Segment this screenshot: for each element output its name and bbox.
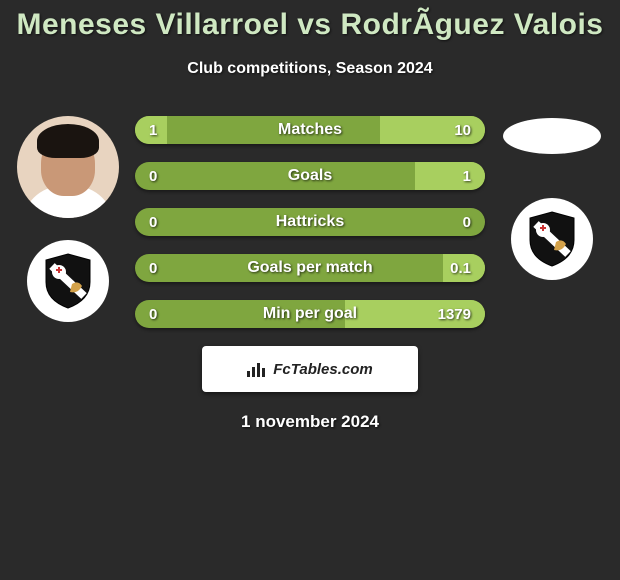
stat-value-right: 1 [463, 168, 471, 185]
right-player-column [492, 116, 612, 280]
stat-row-gpm: 0 Goals per match 0.1 [135, 254, 485, 282]
stat-row-hattricks: 0 Hattricks 0 [135, 208, 485, 236]
footer-brand-box: FcTables.com [202, 346, 418, 392]
player2-avatar [503, 118, 601, 154]
footer-site-label: FcTables.com [273, 361, 372, 378]
stat-value-left: 1 [149, 122, 157, 139]
comparison-area: 1 Matches 10 0 Goals 1 0 Hattricks 0 0 G… [0, 116, 620, 328]
footer-date: 1 november 2024 [0, 412, 620, 432]
stat-label: Hattricks [276, 213, 344, 231]
stat-row-mpg: 0 Min per goal 1379 [135, 300, 485, 328]
stat-value-right: 0 [463, 214, 471, 231]
player1-club-badge [27, 240, 109, 322]
stat-value-left: 0 [149, 168, 157, 185]
stat-label: Goals per match [247, 259, 372, 277]
stat-label: Matches [278, 121, 342, 139]
stat-value-right: 0.1 [450, 260, 471, 277]
stat-value-right: 10 [454, 122, 471, 139]
stat-label: Goals [288, 167, 332, 185]
stat-value-right: 1379 [438, 306, 471, 323]
stat-fill-right [415, 162, 485, 190]
bar-chart-icon [247, 361, 267, 377]
stat-row-goals: 0 Goals 1 [135, 162, 485, 190]
stat-label: Min per goal [263, 305, 357, 323]
player1-avatar [17, 116, 119, 218]
player2-club-badge [511, 198, 593, 280]
subtitle-competition: Club competitions, Season 2024 [0, 60, 620, 78]
shield-icon [526, 210, 578, 268]
page-title: Meneses Villarroel vs RodrÃ­guez Valois [0, 0, 620, 42]
stat-row-matches: 1 Matches 10 [135, 116, 485, 144]
stats-bars: 1 Matches 10 0 Goals 1 0 Hattricks 0 0 G… [135, 116, 485, 328]
stat-value-left: 0 [149, 306, 157, 323]
stat-value-left: 0 [149, 214, 157, 231]
shield-icon [42, 252, 94, 310]
left-player-column [8, 116, 128, 322]
stat-value-left: 0 [149, 260, 157, 277]
